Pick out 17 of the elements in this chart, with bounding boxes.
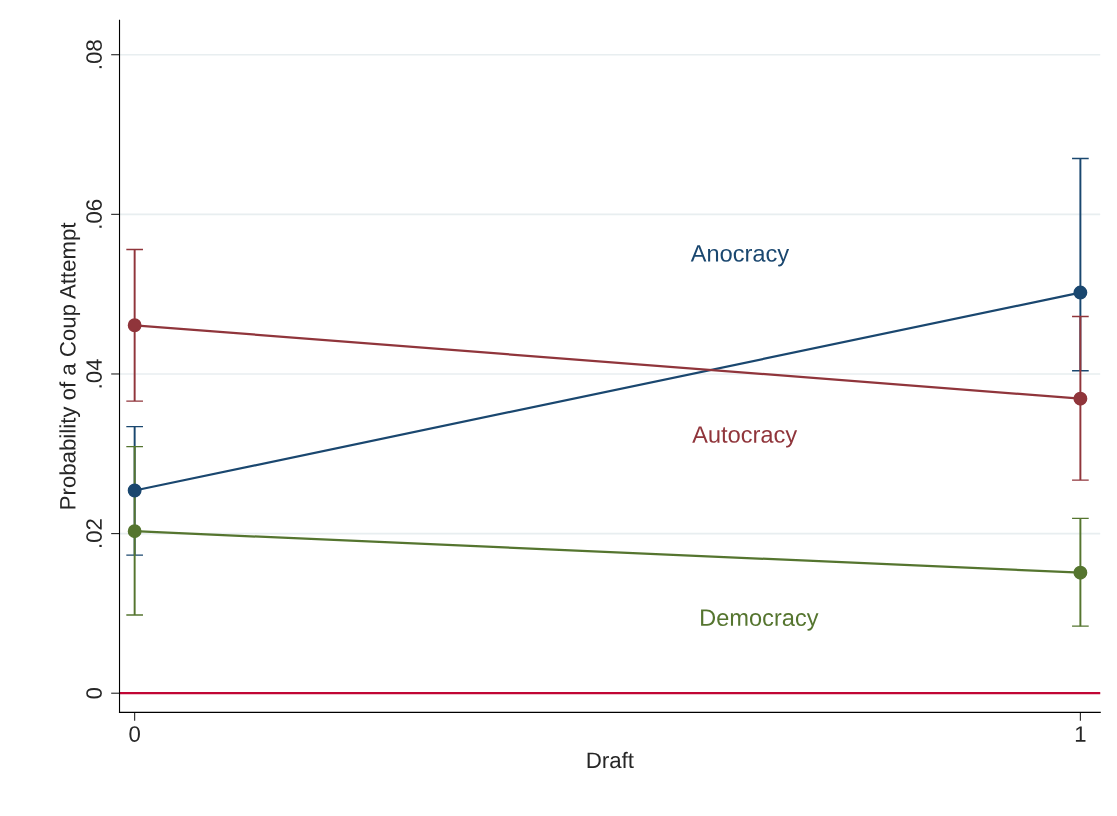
y-axis-title: Probability of a Coup Attempt (59, 222, 81, 509)
text: Anocracy (690, 245, 790, 267)
y-tick-label: 0 (86, 687, 102, 699)
y-tick-label: .08 (86, 40, 102, 69)
y-tick-label: .04 (86, 359, 102, 388)
point (1073, 391, 1088, 406)
x-axis-title: Draft (587, 751, 634, 769)
point (127, 483, 142, 498)
x-tick-label: 1 (1075, 726, 1086, 742)
text: Autocracy (692, 426, 798, 448)
point (1073, 285, 1088, 300)
y-tick-label: .02 (86, 519, 102, 548)
point (1073, 565, 1088, 580)
y-tick-label: .06 (86, 199, 102, 228)
point (127, 524, 142, 539)
text: Democracy (701, 609, 819, 631)
point (127, 318, 142, 333)
